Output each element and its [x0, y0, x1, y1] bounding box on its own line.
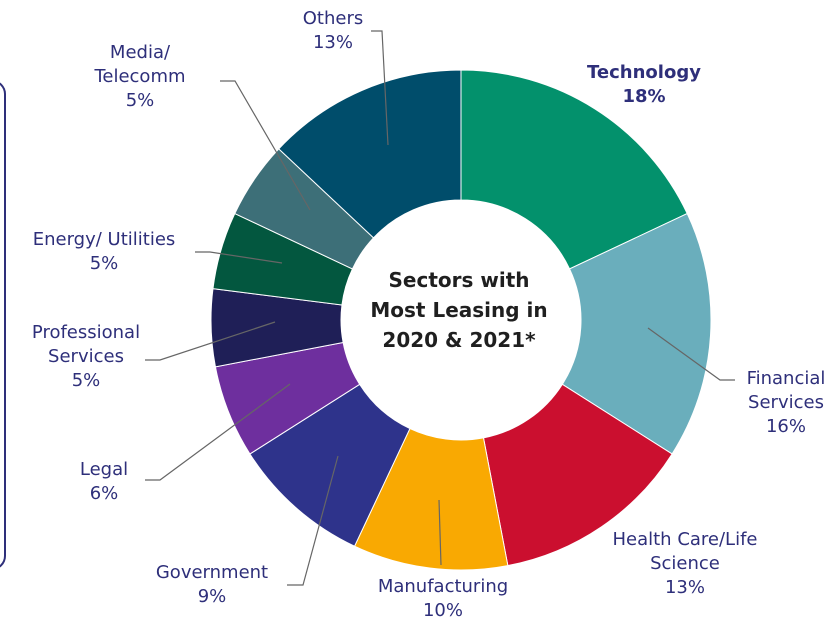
slice-label: Legal 6% — [80, 459, 128, 504]
leader-line — [287, 455, 339, 586]
slice-label: Energy/ Utilities 5% — [33, 229, 176, 274]
leader-line — [195, 251, 283, 264]
slice-label: Government 9% — [156, 562, 268, 607]
leader-line — [371, 30, 389, 146]
leader-line — [438, 499, 442, 566]
slice-label: Health Care/Life Science 13% — [612, 529, 757, 598]
slice-label: Technology 18% — [587, 62, 701, 107]
leader-line — [145, 383, 291, 481]
leader-line — [145, 321, 276, 361]
donut-hole — [341, 200, 581, 440]
slice-label: Media/Telecomm 5% — [93, 42, 185, 111]
slice-label: Others 13% — [303, 8, 364, 53]
center-label: Sectors with Most Leasing in 2020 & 2021* — [370, 268, 547, 352]
leader-line — [220, 80, 311, 211]
leader-line — [647, 327, 735, 381]
slice-label: Manufacturing 10% — [378, 576, 508, 621]
slice-label: Financial Services 16% — [747, 368, 826, 437]
slice-label: Professional Services 5% — [32, 322, 140, 391]
